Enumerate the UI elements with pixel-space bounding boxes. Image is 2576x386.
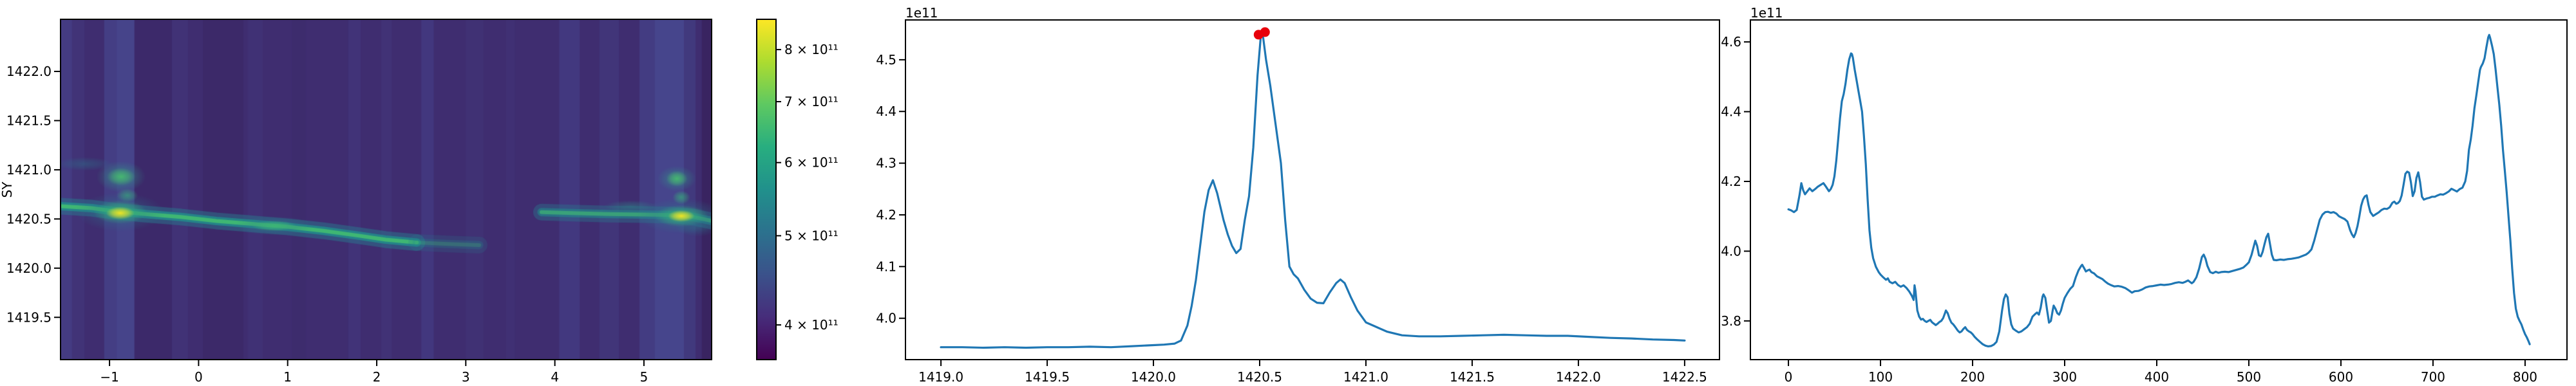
x-tick-label: 3: [462, 369, 470, 385]
x-tick-label: 700: [2421, 369, 2445, 385]
spectrum-offset-label: 1e11: [905, 5, 938, 21]
x-tick-label: 300: [2052, 369, 2077, 385]
x-tick-label: 1421.5: [1450, 369, 1495, 385]
heatmap-y-axis-label: SY: [0, 181, 15, 198]
y-tick-label: 4.2: [1721, 174, 1741, 189]
axis-spine: [1750, 19, 2568, 360]
drift-line: [1787, 33, 2531, 347]
x-tick-label: 100: [1868, 369, 1893, 385]
colorbar-tick-label: 6 × 10¹¹: [784, 155, 838, 170]
y-tick-label: 1420.5: [6, 211, 52, 226]
x-tick-label: −1: [100, 369, 118, 385]
y-tick-label: 4.5: [876, 52, 896, 68]
spectrum-line: [940, 34, 1686, 349]
colorbar-panel: 8 × 10¹¹ 7 × 10¹¹ 6 × 10¹¹ 5 × 10¹¹ 4 × 10¹¹: [756, 19, 838, 360]
y-tick-label: 1419.5: [6, 309, 52, 325]
x-tick-label: 500: [2237, 369, 2261, 385]
y-tick-label: 4.0: [1721, 243, 1741, 259]
y-tick-label: 4.4: [876, 104, 896, 119]
axis-spine: [60, 19, 712, 360]
heatmap-panel: −1 0 1 2 3 4 5 1422.0 1421.5 1421.0 1420.5 1420.0 14…: [6, 19, 712, 385]
y-tick-label: 4.4: [1721, 104, 1741, 120]
x-tick-label: 1419.0: [918, 369, 963, 385]
y-tick-label: 4.6: [1721, 34, 1741, 50]
drift-offset-label: 1e11: [1750, 5, 1783, 21]
colorbar-outline: [756, 19, 777, 360]
y-tick-label: 4.2: [876, 207, 896, 223]
x-tick-label: 200: [1960, 369, 1985, 385]
spectrum-panel: 1419.0 1419.5 1420.0 1420.5 1421.0 1421.5 1422…: [876, 19, 1720, 385]
x-tick-label: 400: [2145, 369, 2169, 385]
x-tick-label: 1421.0: [1343, 369, 1388, 385]
y-tick-label: 1421.0: [6, 162, 52, 178]
y-tick-label: 3.8: [1721, 313, 1741, 329]
colorbar-tick-label: 4 × 10¹¹: [784, 317, 838, 333]
x-tick-label: 1: [283, 369, 292, 385]
x-tick-label: 800: [2513, 369, 2537, 385]
y-tick-label: 4.3: [876, 156, 896, 171]
x-tick-label: 0: [1785, 369, 1793, 385]
x-tick-label: 5: [640, 369, 649, 385]
x-tick-label: 4: [551, 369, 559, 385]
y-tick-label: 1422.0: [6, 64, 52, 79]
y-tick-label: 4.1: [876, 259, 896, 274]
x-tick-label: 1420.5: [1237, 369, 1282, 385]
x-tick-label: 0: [194, 369, 203, 385]
y-tick-label: 1421.5: [6, 113, 52, 128]
colorbar-tick-label: 5 × 10¹¹: [784, 228, 838, 243]
x-tick-label: 1420.0: [1131, 369, 1176, 385]
axis-spine: [905, 19, 1720, 360]
x-tick-label: 1422.0: [1556, 369, 1601, 385]
colorbar-tick-label: 8 × 10¹¹: [784, 42, 838, 57]
colorbar-tick-label: 7 × 10¹¹: [784, 94, 838, 109]
x-tick-label: 2: [373, 369, 381, 385]
x-tick-label: 600: [2329, 369, 2353, 385]
drift-panel: 0 100 200 300 400 500 600 700 800 4.6 4.4 4.2 4.0 3.8: [1721, 19, 2568, 385]
x-tick-label: 1422.5: [1662, 369, 1707, 385]
peak-marker: [1260, 27, 1270, 37]
x-tick-label: 1419.5: [1025, 369, 1070, 385]
y-tick-label: 1420.0: [6, 261, 52, 276]
y-tick-label: 4.0: [876, 311, 896, 326]
